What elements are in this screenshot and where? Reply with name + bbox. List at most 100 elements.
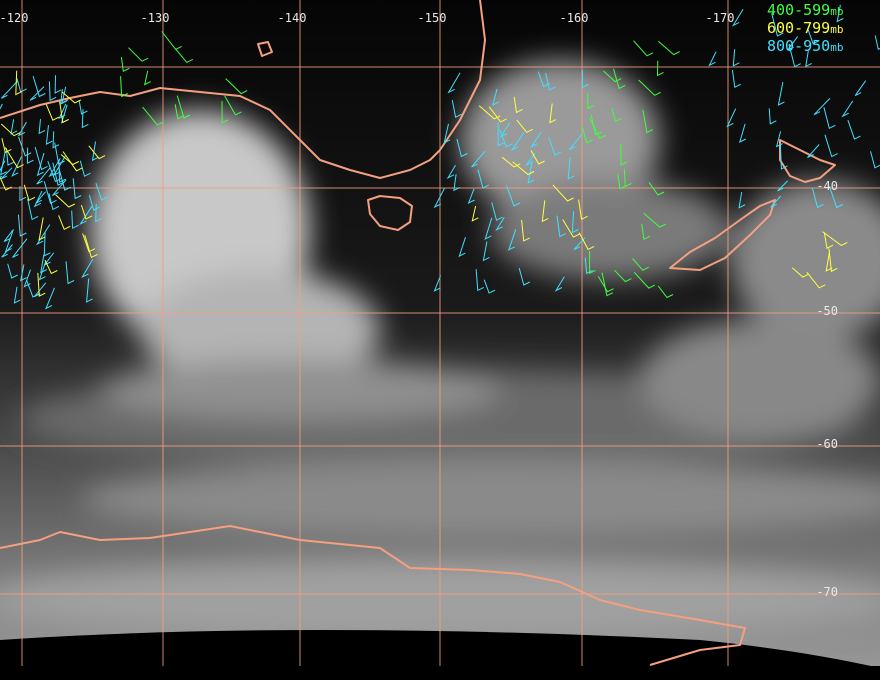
longitude-label: -150 [418, 11, 447, 25]
wind-barb [497, 122, 505, 147]
wind-barb [225, 78, 248, 95]
wind-barb [643, 212, 666, 228]
wind-barb [88, 194, 100, 211]
wind-barb [777, 81, 785, 106]
wind-barb [33, 282, 47, 298]
wind-barb [813, 98, 831, 116]
wind-barb [512, 161, 535, 176]
wind-barb [549, 103, 557, 124]
wind-barb [60, 154, 80, 166]
latitude-label: -50 [816, 304, 838, 318]
wind-barb [530, 150, 545, 165]
wind-barb [488, 106, 507, 123]
wind-barb [617, 173, 627, 190]
wind-barb [45, 125, 53, 145]
wind-barb [581, 125, 593, 144]
wind-barb [95, 183, 108, 201]
legend-entry: 400-599mb [767, 1, 843, 19]
wind-barb [19, 186, 27, 202]
wind-barb [731, 69, 742, 88]
wind-barb [656, 60, 664, 77]
wind-barb [822, 231, 848, 246]
wind-barb [446, 164, 456, 180]
wind-barb [11, 156, 22, 177]
wind-barb [61, 91, 82, 104]
wind-barb [632, 258, 649, 271]
wind-barb [433, 275, 442, 292]
wind-barb [613, 68, 626, 90]
wind-barb [578, 232, 595, 251]
wind-barb [4, 147, 24, 169]
wind-barb [451, 100, 462, 118]
wind-barb [738, 123, 747, 143]
wind-barb [161, 31, 182, 51]
wind-barb [828, 186, 843, 209]
wind-barb [823, 107, 836, 130]
wind-barb [60, 88, 67, 105]
wind-barb [478, 105, 501, 120]
wind-barb [59, 101, 70, 124]
longitude-label: -160 [560, 11, 589, 25]
wind-barb [52, 162, 65, 186]
wind-barb [40, 254, 48, 274]
wind-barb [836, 4, 844, 23]
wind-barb [62, 151, 83, 172]
wind-barb [443, 123, 451, 144]
legend-range: 800-950 [767, 37, 830, 55]
wind-barb [12, 238, 28, 258]
wind-barb [120, 76, 128, 98]
wind-barb [513, 96, 523, 114]
wind-barb [48, 193, 60, 211]
wind-barb [80, 204, 93, 220]
wind-barb [768, 108, 777, 125]
graticule [0, 0, 880, 666]
wind-barb [611, 107, 622, 123]
wind-barb [433, 188, 445, 209]
coastlines [0, 0, 836, 666]
wind-barb [143, 70, 151, 86]
wind-barb [224, 95, 242, 116]
wind-barb [633, 271, 656, 289]
wind-barb [788, 44, 801, 68]
wind-barb [805, 50, 812, 68]
wind-barb [88, 145, 106, 160]
wind-barb [854, 80, 867, 97]
wind-barb [642, 109, 654, 134]
wind-barb [597, 275, 614, 293]
wind-barb [58, 166, 72, 191]
longitude-label: -140 [278, 11, 307, 25]
wind-barb [4, 229, 14, 253]
wind-barb [771, 13, 784, 37]
wind-barb [870, 151, 880, 169]
wind-barb [35, 224, 51, 246]
wind-barb [456, 138, 468, 158]
wind-barb [475, 269, 485, 292]
wind-barb [587, 93, 595, 110]
wind-barb [3, 229, 14, 243]
wind-barb [638, 79, 661, 96]
wind-barb [556, 215, 567, 238]
wind-barb [874, 35, 880, 51]
wind-barb [657, 40, 680, 56]
wind-barb [81, 259, 94, 279]
wind-barb [708, 51, 717, 67]
wind-barb [571, 211, 579, 234]
wind-barb [20, 264, 27, 282]
wind-barb [614, 269, 632, 283]
wind-barb [33, 190, 43, 208]
wind-barb [79, 160, 91, 177]
wind-barb [221, 101, 229, 124]
wind-barb [807, 144, 820, 158]
wind-barb [482, 241, 490, 262]
wind-barb [37, 272, 46, 297]
wind-barb [641, 224, 651, 241]
wind-barb [471, 150, 486, 168]
legend-unit: mb [830, 5, 843, 18]
wind-barb [537, 71, 550, 88]
longitude-label: -170 [706, 11, 735, 25]
wind-barb [23, 184, 36, 202]
wind-barb [603, 70, 622, 83]
wind-barb [45, 287, 55, 310]
